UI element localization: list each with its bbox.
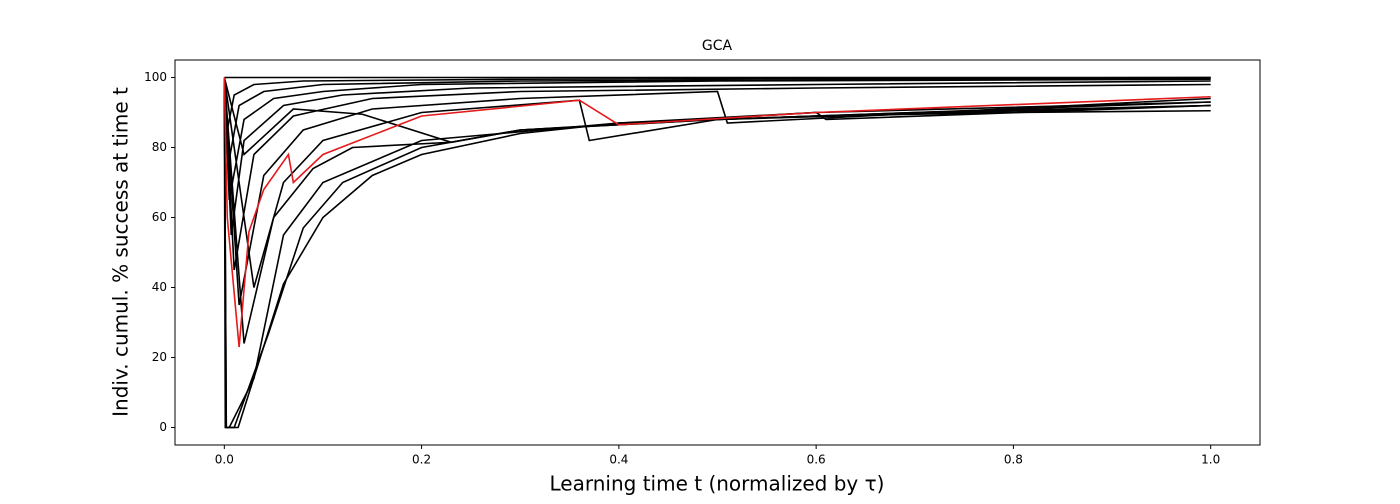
x-tick-label: 0.4 <box>609 453 628 467</box>
x-tick-label: 0.6 <box>807 453 826 467</box>
y-tick-label: 40 <box>152 280 167 294</box>
series-line <box>223 77 1211 306</box>
series-line <box>223 77 1211 288</box>
x-tick-label: 0.8 <box>1004 453 1023 467</box>
series-line <box>223 77 1211 236</box>
series-line <box>223 77 1211 156</box>
y-tick-label: 100 <box>144 70 167 84</box>
x-tick-label: 0.0 <box>215 453 234 467</box>
series-line <box>223 77 1211 429</box>
y-tick-label: 80 <box>152 140 167 154</box>
series-line <box>223 77 1211 201</box>
series-line <box>223 76 1211 131</box>
x-tick-label: 1.0 <box>1201 453 1220 467</box>
series-line <box>223 77 1211 348</box>
x-axis-label: Learning time t (normalized by τ) <box>550 472 885 496</box>
series-line <box>223 77 1211 429</box>
chart-title: GCA <box>702 38 733 54</box>
y-axis-label: Indiv. cumul. % success at time t <box>109 87 133 417</box>
x-tick-label: 0.2 <box>412 453 431 467</box>
y-tick-label: 0 <box>159 420 167 434</box>
series-line <box>223 77 1211 429</box>
y-tick-label: 60 <box>152 210 167 224</box>
series-line <box>223 77 1211 271</box>
series-line <box>223 77 1211 166</box>
plot-frame <box>174 59 1261 446</box>
y-tick-label: 20 <box>152 350 167 364</box>
